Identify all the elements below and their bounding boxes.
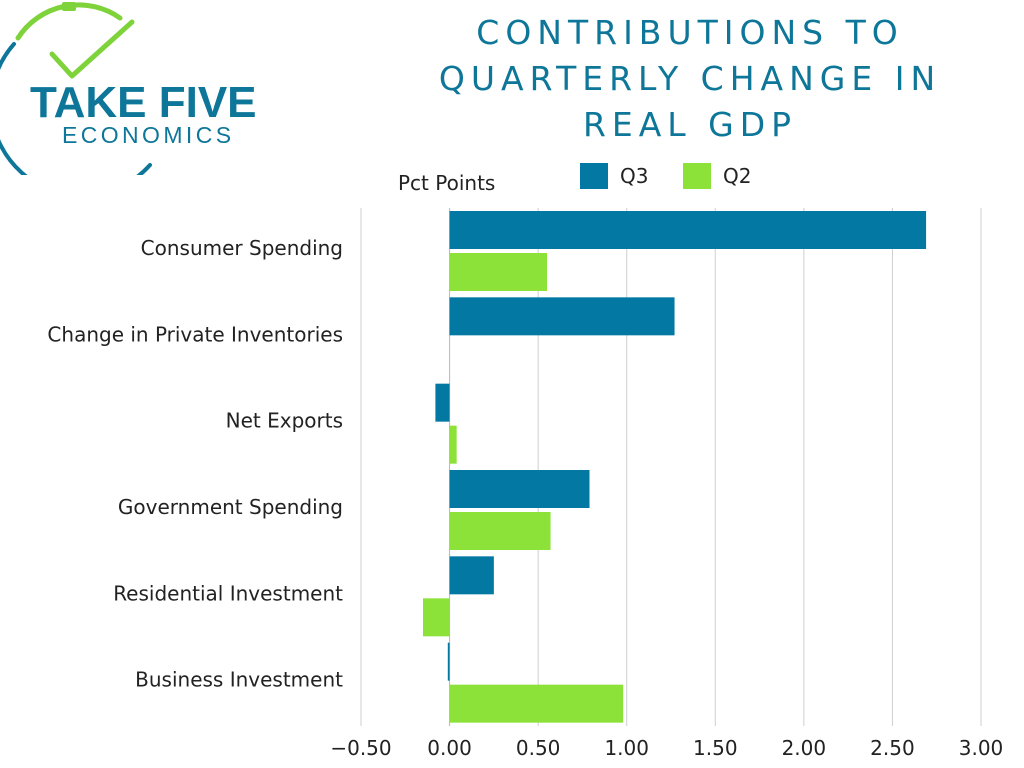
x-tick-label: 3.00 (959, 736, 1004, 760)
brand-name: TAKE FIVE (30, 78, 257, 127)
legend: Pct Points Q3 Q2 (398, 163, 751, 195)
x-tick-label: 1.50 (693, 736, 738, 760)
bar-q2 (423, 598, 450, 637)
bar-q2 (449, 425, 457, 464)
bar-q2 (449, 253, 547, 291)
category-label: Government Spending (118, 495, 343, 519)
bar-q3 (449, 297, 675, 336)
legend-label-q2: Q2 (723, 164, 751, 188)
grid-lines (360, 208, 982, 726)
category-label: Net Exports (226, 409, 343, 433)
category-label: Consumer Spending (141, 236, 343, 260)
x-tick-label: 0.50 (516, 736, 561, 760)
x-tick-label: 1.00 (604, 736, 649, 760)
bars (423, 211, 927, 723)
chart-title: CONTRIBUTIONS TO QUARTERLY CHANGE IN REA… (370, 10, 1010, 148)
x-tick-label: −0.50 (330, 736, 391, 760)
category-label: Change in Private Inventories (47, 322, 343, 346)
category-label: Business Investment (135, 668, 343, 692)
bar-q2 (449, 512, 551, 550)
chart-title-line-2: QUARTERLY CHANGE IN (438, 59, 942, 98)
checkmark-icon (49, 19, 135, 79)
category-label: Residential Investment (113, 581, 343, 605)
bar-q3 (447, 642, 450, 681)
chart-title-line-1: CONTRIBUTIONS TO (476, 13, 904, 52)
unit-label: Pct Points (398, 171, 495, 195)
x-tick-label: 2.00 (782, 736, 827, 760)
bar-q3 (435, 383, 450, 422)
legend-swatch-q3 (580, 163, 608, 189)
stopwatch-arc-green (15, 2, 123, 41)
chart-title-line-3: REAL GDP (582, 105, 798, 144)
bar-q2 (449, 684, 624, 723)
brand-subname: ECONOMICS (62, 122, 235, 148)
legend-label-q3: Q3 (620, 164, 648, 188)
bar-q3 (449, 211, 927, 249)
bar-q3 (449, 556, 494, 595)
category-labels: Consumer Spending Change in Private Inven… (47, 236, 343, 692)
x-tick-label: 0.00 (427, 736, 472, 760)
bar-q3 (449, 470, 590, 508)
legend-swatch-q2 (683, 163, 711, 189)
x-axis-ticks: −0.50 0.00 0.50 1.00 1.50 2.00 2.50 3.00 (330, 736, 1003, 760)
x-tick-label: 2.50 (870, 736, 915, 760)
